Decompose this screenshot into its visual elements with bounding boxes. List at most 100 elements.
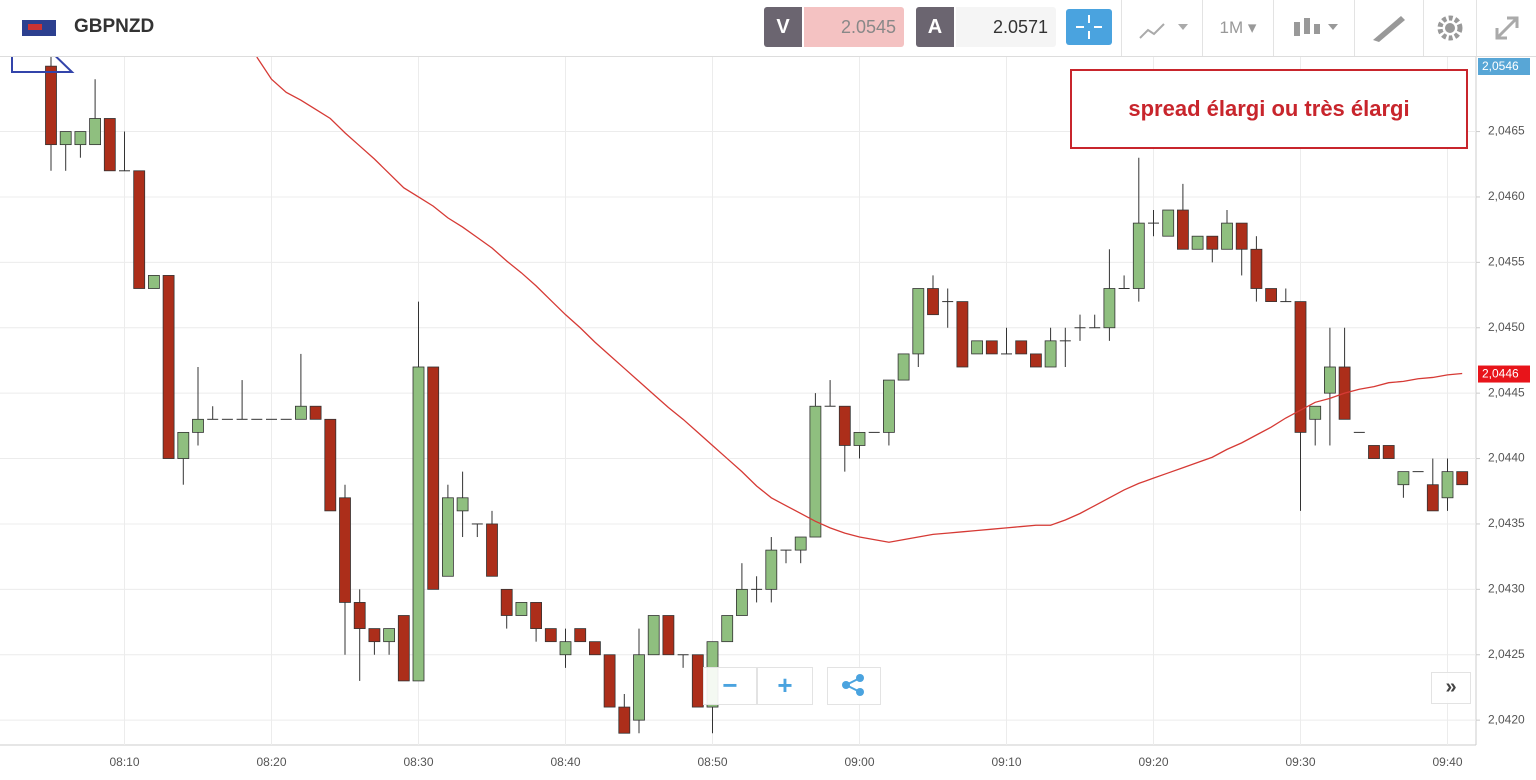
candle-body [1324, 366, 1336, 394]
candle-body [971, 340, 983, 355]
buy-label[interactable]: A [916, 7, 954, 47]
candle-body [721, 615, 734, 643]
candle-body [618, 706, 631, 734]
settings-button[interactable] [1423, 0, 1476, 56]
y-tick-label: 2,0450 [1488, 320, 1525, 334]
y-tick-label: 2,0420 [1488, 712, 1525, 726]
candle-body [147, 275, 160, 289]
x-tick-label: 08:30 [403, 755, 433, 769]
fullscreen-button[interactable] [1476, 0, 1536, 56]
candle-body [486, 523, 498, 577]
symbol: GBPNZD [74, 16, 155, 37]
candle-body [45, 65, 57, 146]
candle-body [500, 588, 513, 616]
candle-body [103, 118, 116, 172]
buy-price[interactable]: 2.0571 [956, 7, 1056, 47]
candle-body [339, 497, 351, 603]
candle-body [397, 615, 410, 682]
candle-body [1015, 340, 1028, 355]
candle-body [1177, 209, 1189, 250]
candle-body [1441, 471, 1454, 499]
candle-body [294, 405, 307, 420]
candle-body [794, 536, 807, 551]
candle-body [1426, 484, 1439, 512]
candle-body [1456, 471, 1469, 486]
annotation-box: spread élargi ou très élargi [1070, 69, 1468, 149]
x-tick-label: 09:00 [844, 755, 874, 769]
candle-body [309, 405, 322, 420]
x-tick-label: 09:30 [1285, 755, 1315, 769]
candle-body [1191, 235, 1204, 250]
candle-body [530, 602, 542, 629]
candle-body [1294, 301, 1307, 433]
drawing-button[interactable] [1354, 0, 1423, 56]
indicators-button[interactable] [1121, 0, 1202, 56]
share-button[interactable] [827, 667, 881, 705]
candle-body [74, 131, 87, 146]
last-value-label: 2,0446 [1482, 367, 1519, 381]
last-value-box [1478, 365, 1530, 383]
candle-body [515, 602, 528, 616]
candle-body [1235, 222, 1248, 250]
candle-body [383, 628, 396, 643]
x-tick-label: 08:50 [697, 755, 727, 769]
candle-body [441, 497, 454, 577]
candle-body [456, 497, 469, 512]
zoom-out-button[interactable]: − [703, 667, 757, 705]
candle-body [765, 549, 778, 590]
y-tick-label: 2,0440 [1488, 451, 1525, 465]
candle-body [1132, 222, 1145, 289]
sell-price[interactable]: 2.0545 [804, 7, 904, 47]
x-tick-label: 09:40 [1432, 755, 1462, 769]
candle-body [1162, 209, 1175, 237]
candle-body [736, 588, 748, 616]
candle-body [1103, 288, 1116, 329]
x-tick-label: 08:20 [256, 755, 286, 769]
y-tick-label: 2,0465 [1488, 124, 1525, 138]
candle-body [897, 353, 910, 381]
candle-body [589, 641, 601, 656]
crosshair-button[interactable] [1066, 9, 1112, 45]
candle-body [353, 602, 366, 629]
x-tick-label: 09:10 [991, 755, 1021, 769]
candle-body [59, 131, 72, 146]
chart-type-button[interactable] [1273, 0, 1354, 56]
candle-body [662, 615, 675, 656]
y-tick-label: 2,0435 [1488, 516, 1525, 530]
candle-body [1265, 288, 1277, 302]
candle-body [1030, 353, 1042, 368]
candle-body [883, 379, 895, 433]
zoom-in-button[interactable]: + [757, 667, 813, 705]
candle-body [927, 288, 939, 316]
candle-body [853, 431, 866, 446]
candle-body [838, 405, 851, 446]
header: GBPNZD V 2.0545 A 2.0571 1M ▾ [0, 0, 1536, 57]
candle-body [633, 654, 645, 721]
scroll-right-button[interactable]: » [1431, 672, 1471, 704]
y-tick-label: 2,0425 [1488, 647, 1525, 661]
candle-body [544, 628, 557, 643]
candle-body [89, 118, 101, 146]
sell-label[interactable]: V [764, 7, 802, 47]
y-tick-label: 2,0430 [1488, 582, 1525, 596]
timeframe-button[interactable]: 1M ▾ [1202, 0, 1273, 56]
flag-icon [22, 20, 56, 36]
y-tick-label: 2,0460 [1488, 189, 1525, 203]
timeframe: 1M [1219, 18, 1244, 37]
x-tick-label: 08:40 [550, 755, 580, 769]
candle-body [647, 615, 660, 656]
candle-body [427, 366, 440, 590]
top-price-box [1478, 58, 1530, 75]
candle-body [559, 641, 572, 656]
candle-body [912, 288, 925, 355]
candle-body [177, 431, 190, 459]
candle-body [985, 340, 998, 355]
candle-body [1382, 445, 1395, 459]
x-tick-label: 09:20 [1138, 755, 1168, 769]
candle-body [956, 301, 969, 368]
candle-body [1206, 235, 1219, 250]
top-price-label: 2,0546 [1482, 59, 1519, 73]
candle-body [809, 405, 822, 538]
